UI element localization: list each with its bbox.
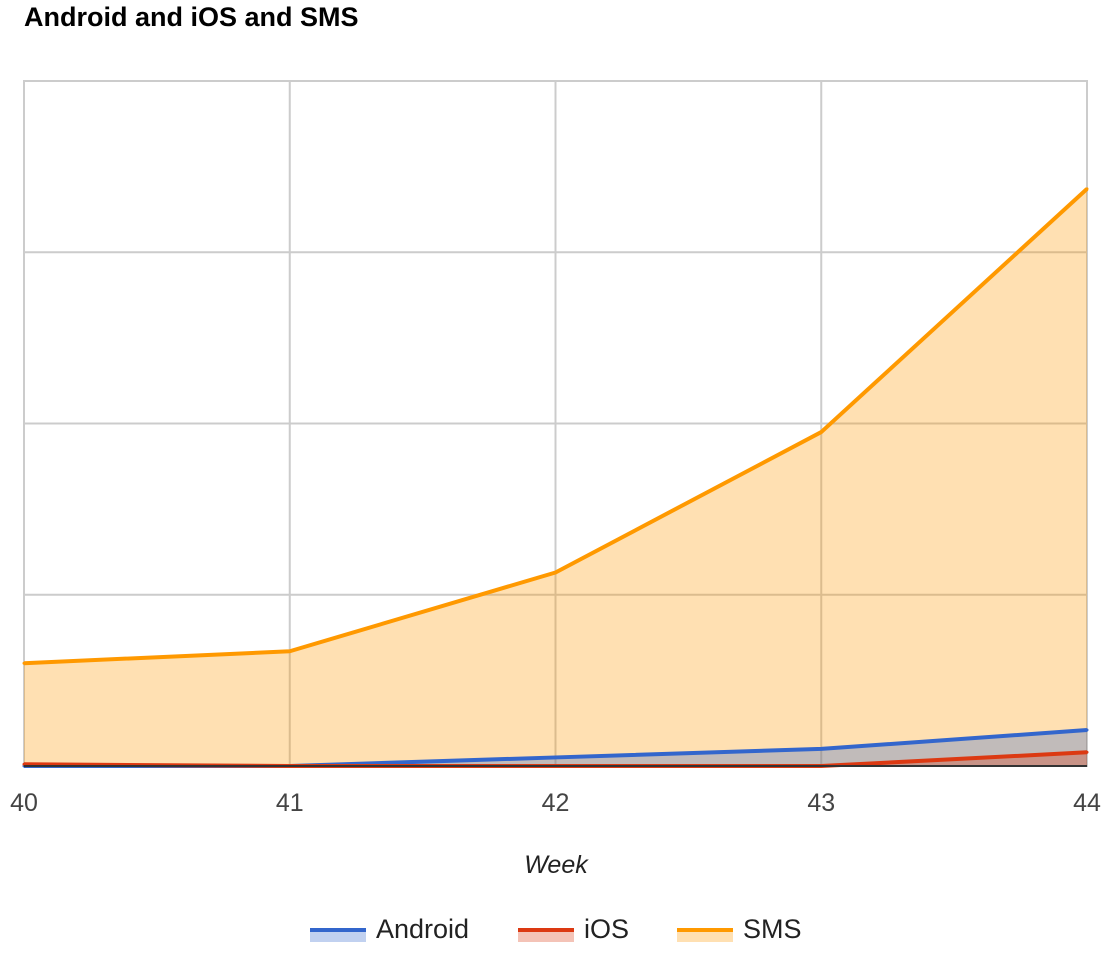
- point-android-42[interactable]: [554, 755, 557, 759]
- line-layer: [22, 187, 1089, 768]
- point-sms-42[interactable]: [554, 570, 557, 574]
- legend-swatch-sms: [677, 928, 733, 942]
- x-tick-label: 44: [1073, 789, 1101, 817]
- x-tick-label: 43: [807, 789, 835, 817]
- x-tick-label: 41: [276, 789, 304, 817]
- legend-label-android: Android: [376, 914, 470, 944]
- area-android: [24, 730, 1087, 766]
- chart-title: Android and iOS and SMS: [24, 2, 359, 32]
- area-ios: [24, 752, 1087, 766]
- legend-swatch-ios: [518, 928, 574, 942]
- point-sms-44[interactable]: [1085, 187, 1089, 191]
- point-ios-44[interactable]: [1085, 750, 1089, 754]
- point-sms-41[interactable]: [288, 649, 292, 653]
- point-sms-43[interactable]: [819, 430, 823, 434]
- chart-plot: 40 41 42 43 44 Week: [10, 80, 1101, 879]
- grid-layer: [23, 80, 1088, 767]
- point-android-43[interactable]: [819, 747, 823, 751]
- point-sms-40[interactable]: [22, 661, 26, 665]
- point-android-44[interactable]: [1085, 728, 1089, 732]
- x-tick-label: 42: [542, 789, 570, 817]
- x-tick-label: 40: [10, 789, 38, 817]
- legend: Android iOS SMS: [0, 910, 1108, 954]
- area-sms: [24, 188, 1087, 766]
- legend-label-sms: SMS: [743, 914, 802, 944]
- x-tick-labels: 40 41 42 43 44: [10, 789, 1101, 817]
- area-layer: [24, 188, 1087, 766]
- x-axis-title: Week: [524, 851, 589, 879]
- legend-label-ios: iOS: [584, 914, 630, 944]
- legend-swatch-android: [310, 928, 366, 942]
